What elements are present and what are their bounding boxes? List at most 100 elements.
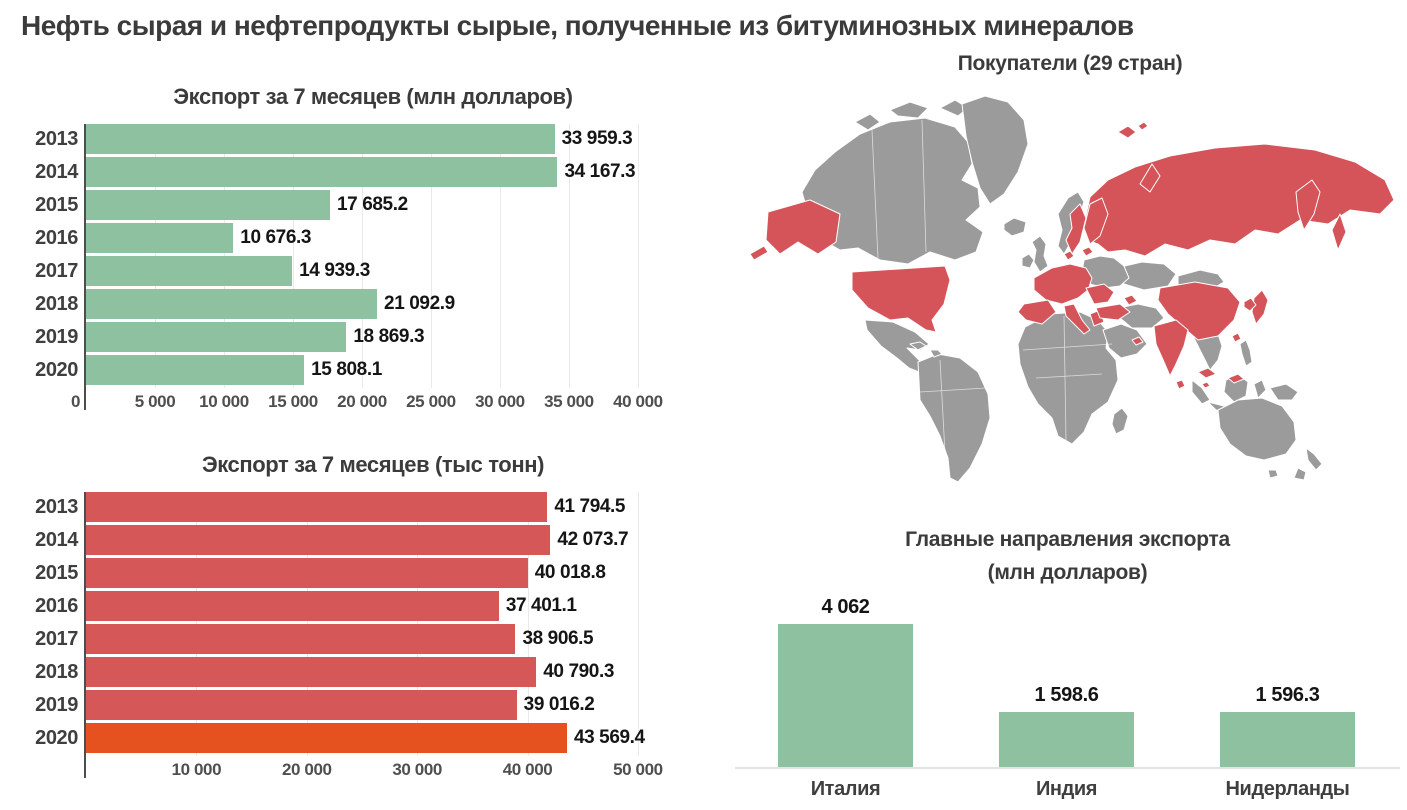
value-label: 37 401.1 <box>505 595 577 616</box>
country-singapore <box>1201 381 1211 389</box>
bar-row: 33 959.3 <box>86 124 660 157</box>
bar-row: 21 092.9 <box>86 289 660 322</box>
middle-east <box>1102 323 1148 359</box>
country-india <box>1153 319 1189 377</box>
south-america-borders <box>919 359 987 473</box>
bar-usd-2014: 34 167.3 <box>86 157 636 187</box>
svalbard <box>1117 121 1149 139</box>
bar-tons-2019: 39 016.2 <box>86 690 595 720</box>
bar-usd-2013: 33 959.3 <box>86 124 633 154</box>
value-label: 4 062 <box>821 596 870 618</box>
country-sweden <box>1065 203 1087 255</box>
year-label: 2014 <box>35 161 78 183</box>
category-label: Нидерланды <box>1225 778 1350 800</box>
country-alaska <box>749 199 841 261</box>
export-usd-chart: Экспорт за 7 месяцев (млн долларов) 2013… <box>20 84 692 414</box>
country-madagascar <box>1111 407 1129 435</box>
value-label: 40 790.3 <box>543 661 615 682</box>
country-canada <box>801 117 984 265</box>
year-label: 2014 <box>35 529 78 551</box>
year-label: 2016 <box>35 595 78 617</box>
value-label: 43 569.4 <box>573 727 645 748</box>
value-label: 1 596.3 <box>1255 684 1320 707</box>
russia-sakhalin <box>1331 213 1347 251</box>
year-label: 2018 <box>35 661 78 683</box>
country-turkey <box>1095 303 1131 321</box>
page-title: Нефть сырая и нефтепродукты сырые, получ… <box>21 10 1134 41</box>
year-label: 2019 <box>35 326 78 348</box>
x-tick-label: 5 000 <box>134 392 176 411</box>
year-label: 2017 <box>35 260 78 282</box>
value-label: 41 794.5 <box>554 496 626 517</box>
russia-kamchatka <box>1295 179 1321 231</box>
value-label: 14 939.3 <box>299 260 370 281</box>
year-label: 2013 <box>35 496 78 518</box>
export-tons-x-axis: 10 000 20 000 30 000 40 000 50 000 <box>86 756 664 782</box>
country-uk <box>1031 235 1049 273</box>
bar-row: 14 939.3 <box>86 256 660 289</box>
year-label: 2019 <box>35 694 78 716</box>
year-label: 2020 <box>35 359 78 381</box>
value-label: 1 598.6 <box>1034 683 1099 706</box>
x-tick-label: 40 000 <box>613 392 663 411</box>
country-south-korea <box>1243 297 1257 312</box>
africa <box>1017 311 1119 445</box>
year-label: 2013 <box>35 128 78 150</box>
value-label: 38 906.5 <box>522 628 594 649</box>
export-tons-chart-title: Экспорт за 7 месяцев (тыс тонн) <box>201 452 545 477</box>
country-usa <box>851 265 951 333</box>
value-label: 39 016.2 <box>523 694 595 715</box>
year-label: 2015 <box>35 562 78 584</box>
destinations-plot: 4 062 1 598.6 1 596.3 <box>735 591 1400 769</box>
year-label: 2016 <box>35 227 78 249</box>
south-america <box>917 353 991 483</box>
country-italy <box>1063 303 1091 335</box>
world-map <box>749 95 1395 483</box>
bar-row: 42 073.7 <box>86 525 660 558</box>
export-usd-chart-title: Экспорт за 7 месяцев (млн долларов) <box>173 84 573 109</box>
x-tick-label: 15 000 <box>268 392 318 411</box>
year-label: 2015 <box>35 194 78 216</box>
export-usd-plot: 33 959.3 34 167.3 17 685.2 10 676.3 14 939.3… <box>84 124 660 410</box>
value-label: 33 959.3 <box>561 128 633 149</box>
bar-row: 38 906.5 <box>86 624 660 657</box>
country-iceland <box>1003 217 1027 237</box>
bar-tons-2015: 40 018.8 <box>86 558 606 588</box>
bar-row: 39 016.2 <box>86 690 660 723</box>
destinations-chart-title: Главные направления экспорта <box>905 528 1230 551</box>
bar-usd-2016: 10 676.3 <box>86 223 311 253</box>
country-azerbaijan <box>1123 294 1138 306</box>
bar-row: 18 869.3 <box>86 322 660 355</box>
country-denmark <box>1063 250 1075 261</box>
bar-usd-2018: 21 092.9 <box>86 289 455 319</box>
bar-tons-2020: 43 569.4 <box>86 723 645 753</box>
grid-line <box>637 492 639 756</box>
baltic-dot <box>1081 246 1094 257</box>
bar-row: 40 018.8 <box>86 558 660 591</box>
bar-column-Нидерланды: 1 596.3 <box>1177 591 1398 769</box>
bar-row: 10 676.3 <box>86 223 660 256</box>
value-label: 10 676.3 <box>240 227 312 248</box>
export-tons-chart: Экспорт за 7 месяцев (тыс тонн) 2013 2014… <box>20 452 692 782</box>
bar-tons-2016: 37 401.1 <box>86 591 577 621</box>
category-label: Италия <box>810 778 881 800</box>
year-label: 2018 <box>35 293 78 315</box>
export-usd-x-axis: 0 5 000 10 000 15 000 20 000 25 000 30 000 35 0… <box>71 388 663 414</box>
grid-line <box>527 492 529 756</box>
x-tick-label: 0 <box>70 392 80 411</box>
caribbean <box>909 341 943 358</box>
bar-usd-2015: 17 685.2 <box>86 190 408 220</box>
iran-region <box>1117 303 1165 329</box>
bar-destinations-Нидерланды <box>1220 712 1355 769</box>
bar-usd-2019: 18 869.3 <box>86 322 425 352</box>
canada-borders <box>871 119 927 259</box>
bar-usd-2017: 14 939.3 <box>86 256 370 286</box>
grid-line <box>430 124 432 388</box>
bar-tons-2017: 38 906.5 <box>86 624 594 654</box>
bar-tons-2014: 42 073.7 <box>86 525 629 555</box>
export-tons-year-labels: 2013 2014 2015 2016 2017 2018 2019 2020 <box>20 492 78 756</box>
x-tick-label: 10 000 <box>171 760 222 779</box>
country-russia <box>1084 143 1395 257</box>
bar-row: 41 794.5 <box>86 492 660 525</box>
country-china <box>1157 281 1241 341</box>
